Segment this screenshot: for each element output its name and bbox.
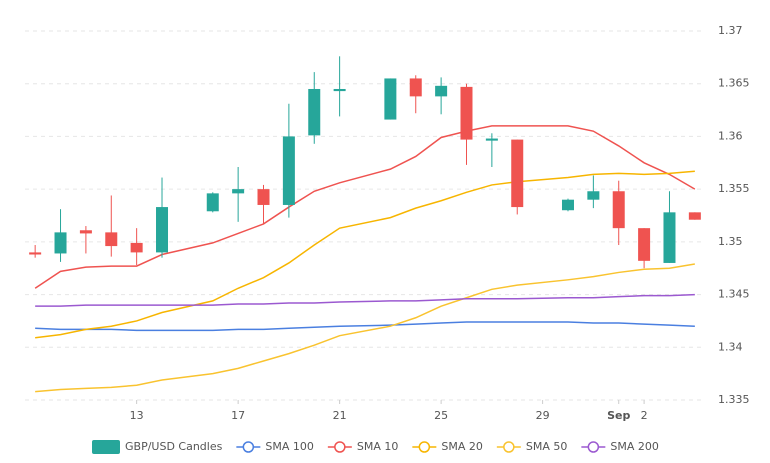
legend-label: GBP/USD Candles — [125, 440, 223, 453]
candle-body — [460, 86, 473, 140]
candle-body — [688, 212, 701, 220]
legend-swatch — [92, 440, 120, 454]
candle-body — [638, 228, 651, 261]
legend-marker — [418, 441, 431, 453]
candle-body — [561, 199, 574, 211]
candle-body — [409, 78, 422, 97]
candle-body — [54, 232, 67, 254]
candle-body — [511, 139, 524, 208]
legend: GBP/USD Candles SMA 100 SMA 10 SMA 20 SMA 50… — [92, 440, 659, 454]
x-tick-label: 13 — [130, 409, 144, 422]
y-tick-label: 1.345 — [718, 288, 750, 301]
y-tick-label: 1.37 — [718, 24, 743, 37]
candle-body — [156, 207, 169, 253]
legend-label: SMA 10 — [357, 440, 399, 453]
legend-marker — [503, 441, 515, 453]
candle-body — [282, 136, 295, 205]
y-tick-label: 1.35 — [718, 235, 743, 248]
candle-body — [130, 242, 143, 253]
x-tick-label: 2 — [641, 409, 648, 422]
sma-line — [34, 125, 696, 289]
legend-marker — [242, 441, 255, 453]
candle-body — [79, 230, 92, 234]
y-tick-label: 1.34 — [718, 340, 743, 353]
x-tick-label: 29 — [536, 409, 550, 422]
candle-body — [663, 212, 676, 263]
sma-line — [35, 293, 695, 307]
candle-body — [435, 85, 448, 97]
y-tick-label: 1.36 — [718, 129, 743, 142]
x-tick-label: 25 — [434, 409, 448, 422]
sma-line — [35, 170, 695, 339]
candle-body — [612, 191, 625, 229]
candle-body — [257, 189, 270, 205]
legend-marker — [587, 441, 600, 453]
sma-line — [35, 263, 695, 393]
legend-label: SMA 200 — [610, 440, 659, 453]
legend-label: SMA 100 — [265, 440, 314, 453]
candle-body — [105, 232, 118, 247]
x-tick-label: Sep — [607, 409, 630, 422]
candle-body — [308, 88, 321, 136]
y-tick-label: 1.335 — [718, 393, 750, 406]
legend-label: SMA 50 — [526, 440, 568, 453]
x-tick-label: 17 — [231, 409, 245, 422]
sma-line — [35, 321, 695, 332]
candle-body — [206, 193, 219, 212]
legend-marker — [334, 441, 346, 453]
y-tick-label: 1.355 — [718, 182, 750, 195]
y-tick-label: 1.365 — [718, 77, 750, 90]
candle-body — [485, 138, 498, 141]
candle-body — [587, 191, 600, 200]
candle-body — [232, 189, 245, 194]
x-tick-label: 21 — [333, 409, 347, 422]
candle-body — [333, 88, 346, 92]
candle-body — [384, 78, 397, 120]
candle-body — [29, 252, 42, 255]
legend-label: SMA 20 — [441, 440, 483, 453]
